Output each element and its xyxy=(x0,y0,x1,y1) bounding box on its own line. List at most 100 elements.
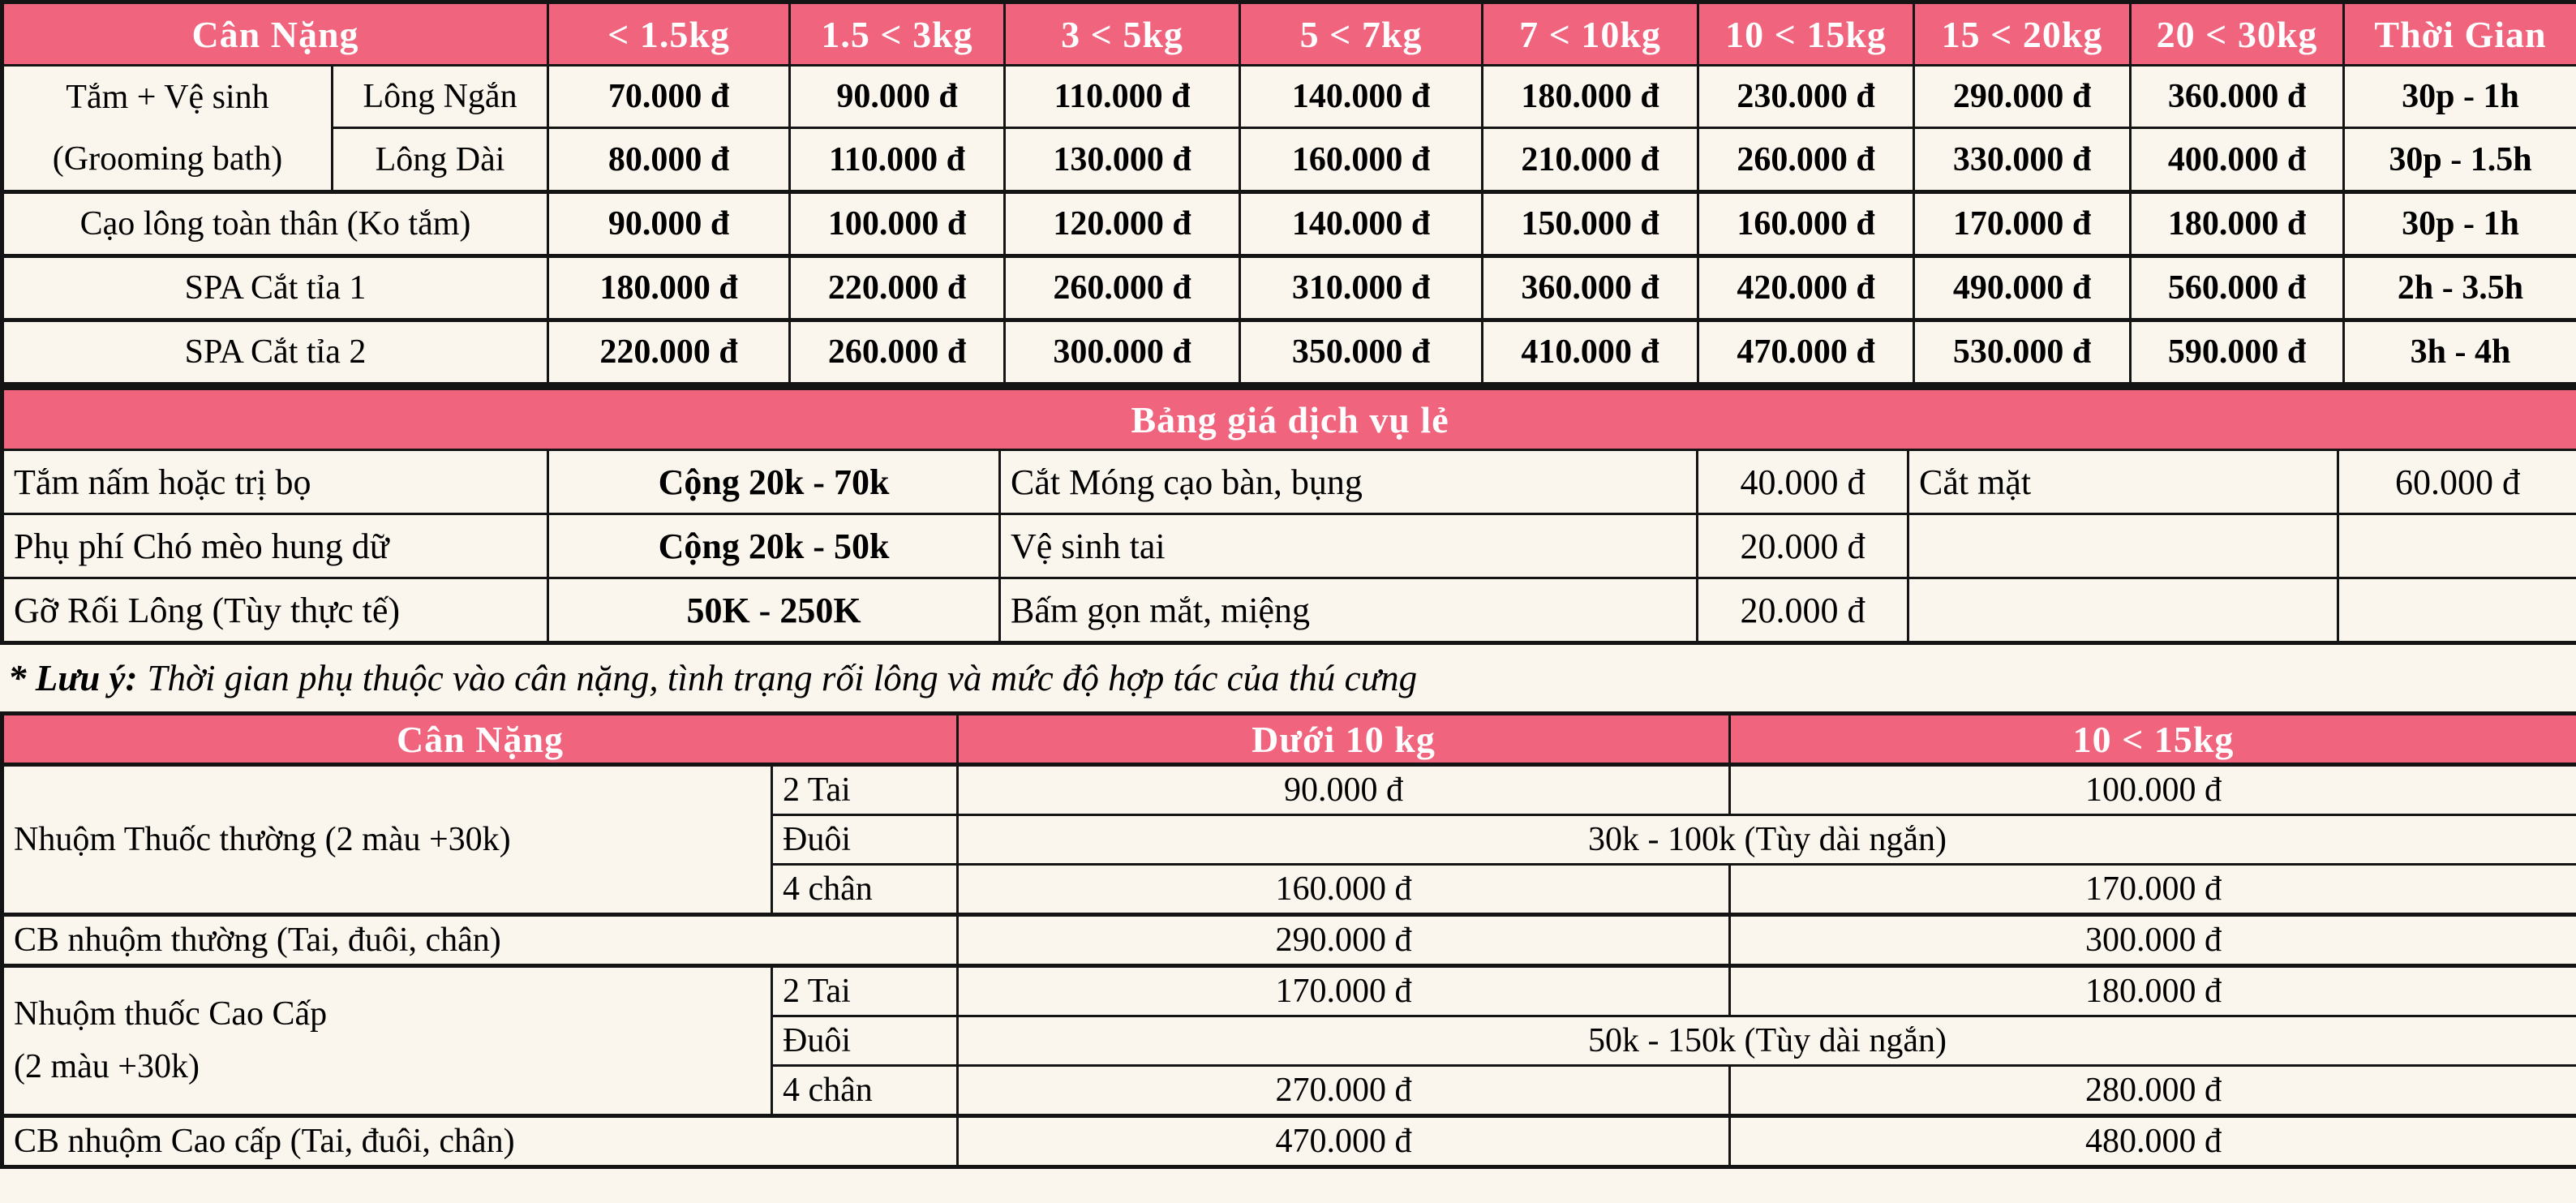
price-cell: 290.000 đ xyxy=(956,913,1732,967)
service-name-cell: SPA Cắt tỉa 1 xyxy=(0,254,550,321)
price-cell: 220.000 đ xyxy=(788,254,1007,321)
dyeing-price-table: Cân Nặng Dưới 10 kg 10 < 15kg Nhuộm Thuố… xyxy=(0,711,2576,1169)
price-range-cell: 50K - 250K xyxy=(547,577,1001,644)
dye-group-cell: Nhuộm thuốc Cao Cấp (2 màu +30k) xyxy=(1,964,773,1117)
service-name-cell: Cắt mặt xyxy=(1907,449,2339,515)
weight-header-cell: 3 < 5kg xyxy=(1003,1,1242,67)
duration-cell: 30p - 1h xyxy=(2342,190,2576,257)
price-cell: 100.000 đ xyxy=(1728,763,2576,816)
dye-group-line1: Nhuộm thuốc Cao Cấp xyxy=(14,995,328,1033)
service-group-line1: Tắm + Vệ sinh xyxy=(66,79,269,116)
weight-header-cell: 10 < 15kg xyxy=(1728,712,2576,766)
weight-header-cell: Cân Nặng xyxy=(0,712,960,766)
weight-header-cell: 7 < 10kg xyxy=(1481,1,1700,67)
body-part-cell: Đuôi xyxy=(770,814,960,866)
table-row: CB nhuộm thường (Tai, đuôi, chân) 290.00… xyxy=(0,913,2576,967)
price-cell: 90.000 đ xyxy=(956,763,1732,816)
table-row: Đuôi 30k - 100k (Tùy dài ngắn) xyxy=(2,814,2576,866)
weight-header-cell: 15 < 20kg xyxy=(1913,1,2132,67)
price-range-cell: 30k - 100k (Tùy dài ngắn) xyxy=(956,814,2576,866)
table-row: CB nhuộm Cao cấp (Tai, đuôi, chân) 470.0… xyxy=(0,1114,2576,1168)
price-cell: 590.000 đ xyxy=(2129,318,2346,385)
price-cell: 90.000 đ xyxy=(788,63,1007,130)
weight-header-cell: < 1.5kg xyxy=(547,1,792,67)
service-group-cell: Tắm + Vệ sinh (Grooming bath) xyxy=(1,64,333,193)
dye-group-line2: (2 màu +30k) xyxy=(14,1048,200,1085)
price-cell: 400.000 đ xyxy=(2129,127,2346,193)
price-cell: 530.000 đ xyxy=(1913,318,2132,385)
service-name-cell: Phụ phí Chó mèo hung dữ xyxy=(1,513,549,579)
table-row: Cạo lông toàn thân (Ko tắm) 90.000 đ 100… xyxy=(0,190,2576,257)
price-cell xyxy=(2336,577,2576,644)
price-cell: 170.000 đ xyxy=(1913,190,2132,257)
price-cell: 360.000 đ xyxy=(1481,254,1700,321)
service-name-cell: Tắm nấm hoặc trị bọ xyxy=(1,449,549,515)
price-cell: 330.000 đ xyxy=(1913,127,2132,193)
combo-name-cell: CB nhuộm Cao cấp (Tai, đuôi, chân) xyxy=(0,1114,960,1168)
price-cell: 270.000 đ xyxy=(956,1064,1732,1117)
table-row: Lông Dài 80.000 đ 110.000 đ 130.000 đ 16… xyxy=(2,127,2576,193)
price-cell: 140.000 đ xyxy=(1239,63,1484,130)
price-cell: 260.000 đ xyxy=(1003,254,1242,321)
service-name-cell: SPA Cắt tỉa 2 xyxy=(0,318,550,385)
dye-group-cell: Nhuộm Thuốc thường (2 màu +30k) xyxy=(1,763,773,916)
table-row: Gỡ Rối Lông (Tùy thực tế) 50K - 250K Bấm… xyxy=(1,577,2576,644)
price-cell: 70.000 đ xyxy=(547,63,792,130)
banner-title: Bảng giá dịch vụ lẻ xyxy=(0,387,2576,451)
price-cell: 180.000 đ xyxy=(2129,190,2346,257)
table-row: SPA Cắt tỉa 2 220.000 đ 260.000 đ 300.00… xyxy=(0,318,2576,385)
price-cell: 130.000 đ xyxy=(1003,127,1242,193)
coat-type-cell: Lông Dài xyxy=(330,127,550,193)
t3-header-row: Cân Nặng Dưới 10 kg 10 < 15kg xyxy=(0,712,2576,766)
price-cell: 470.000 đ xyxy=(956,1114,1732,1168)
body-part-cell: Đuôi xyxy=(770,1015,960,1067)
price-cell: 420.000 đ xyxy=(1697,254,1916,321)
price-cell: 470.000 đ xyxy=(1697,318,1916,385)
price-cell: 160.000 đ xyxy=(1239,127,1484,193)
table-row: 4 chân 160.000 đ 170.000 đ xyxy=(2,863,2576,916)
note-text: Thời gian phụ thuộc vào cân nặng, tình t… xyxy=(147,658,1418,698)
table-row: Nhuộm Thuốc thường (2 màu +30k) 2 Tai 90… xyxy=(1,763,2576,916)
price-cell xyxy=(2336,513,2576,579)
weight-header-cell: 10 < 15kg xyxy=(1697,1,1916,67)
table-row: Phụ phí Chó mèo hung dữ Cộng 20k - 50k V… xyxy=(1,513,2576,579)
price-cell: 300.000 đ xyxy=(1728,913,2576,967)
table-row: Đuôi 50k - 150k (Tùy dài ngắn) xyxy=(2,1015,2576,1067)
body-part-cell: 4 chân xyxy=(770,863,960,916)
price-cell: 210.000 đ xyxy=(1481,127,1700,193)
duration-cell: 30p - 1h xyxy=(2342,63,2576,130)
price-cell: 170.000 đ xyxy=(1728,863,2576,916)
body-part-cell: 2 Tai xyxy=(770,763,960,816)
table-row: Tắm nấm hoặc trị bọ Cộng 20k - 70k Cắt M… xyxy=(1,449,2576,515)
price-cell: 310.000 đ xyxy=(1239,254,1484,321)
price-cell: 170.000 đ xyxy=(956,964,1732,1017)
price-cell: 220.000 đ xyxy=(547,318,792,385)
price-cell: 20.000 đ xyxy=(1696,577,1909,644)
price-cell: 300.000 đ xyxy=(1003,318,1242,385)
price-cell: 410.000 đ xyxy=(1481,318,1700,385)
price-cell: 110.000 đ xyxy=(1003,63,1242,130)
price-cell: 350.000 đ xyxy=(1239,318,1484,385)
duration-header-cell: Thời Gian xyxy=(2342,1,2576,67)
single-services-table: Bảng giá dịch vụ lẻ Tắm nấm hoặc trị bọ … xyxy=(0,386,2576,645)
price-cell: 80.000 đ xyxy=(547,127,792,193)
weight-header-cell: 5 < 7kg xyxy=(1239,1,1484,67)
price-cell: 90.000 đ xyxy=(547,190,792,257)
combo-name-cell: CB nhuộm thường (Tai, đuôi, chân) xyxy=(0,913,960,967)
price-cell: 260.000 đ xyxy=(1697,127,1916,193)
price-cell: 120.000 đ xyxy=(1003,190,1242,257)
price-cell: 160.000 đ xyxy=(956,863,1732,916)
price-cell: 20.000 đ xyxy=(1696,513,1909,579)
price-cell: 480.000 đ xyxy=(1728,1114,2576,1168)
weight-header-cell: 1.5 < 3kg xyxy=(788,1,1007,67)
service-name-cell: Gỡ Rối Lông (Tùy thực tế) xyxy=(1,577,549,644)
price-cell: 60.000 đ xyxy=(2336,449,2576,515)
price-cell: 560.000 đ xyxy=(2129,254,2346,321)
price-cell: 280.000 đ xyxy=(1728,1064,2576,1117)
duration-cell: 3h - 4h xyxy=(2342,318,2576,385)
body-part-cell: 2 Tai xyxy=(770,964,960,1017)
price-cell: 110.000 đ xyxy=(788,127,1007,193)
weight-header-cell: 20 < 30kg xyxy=(2129,1,2346,67)
t2-banner-row: Bảng giá dịch vụ lẻ xyxy=(0,387,2576,451)
price-cell: 180.000 đ xyxy=(1728,964,2576,1017)
